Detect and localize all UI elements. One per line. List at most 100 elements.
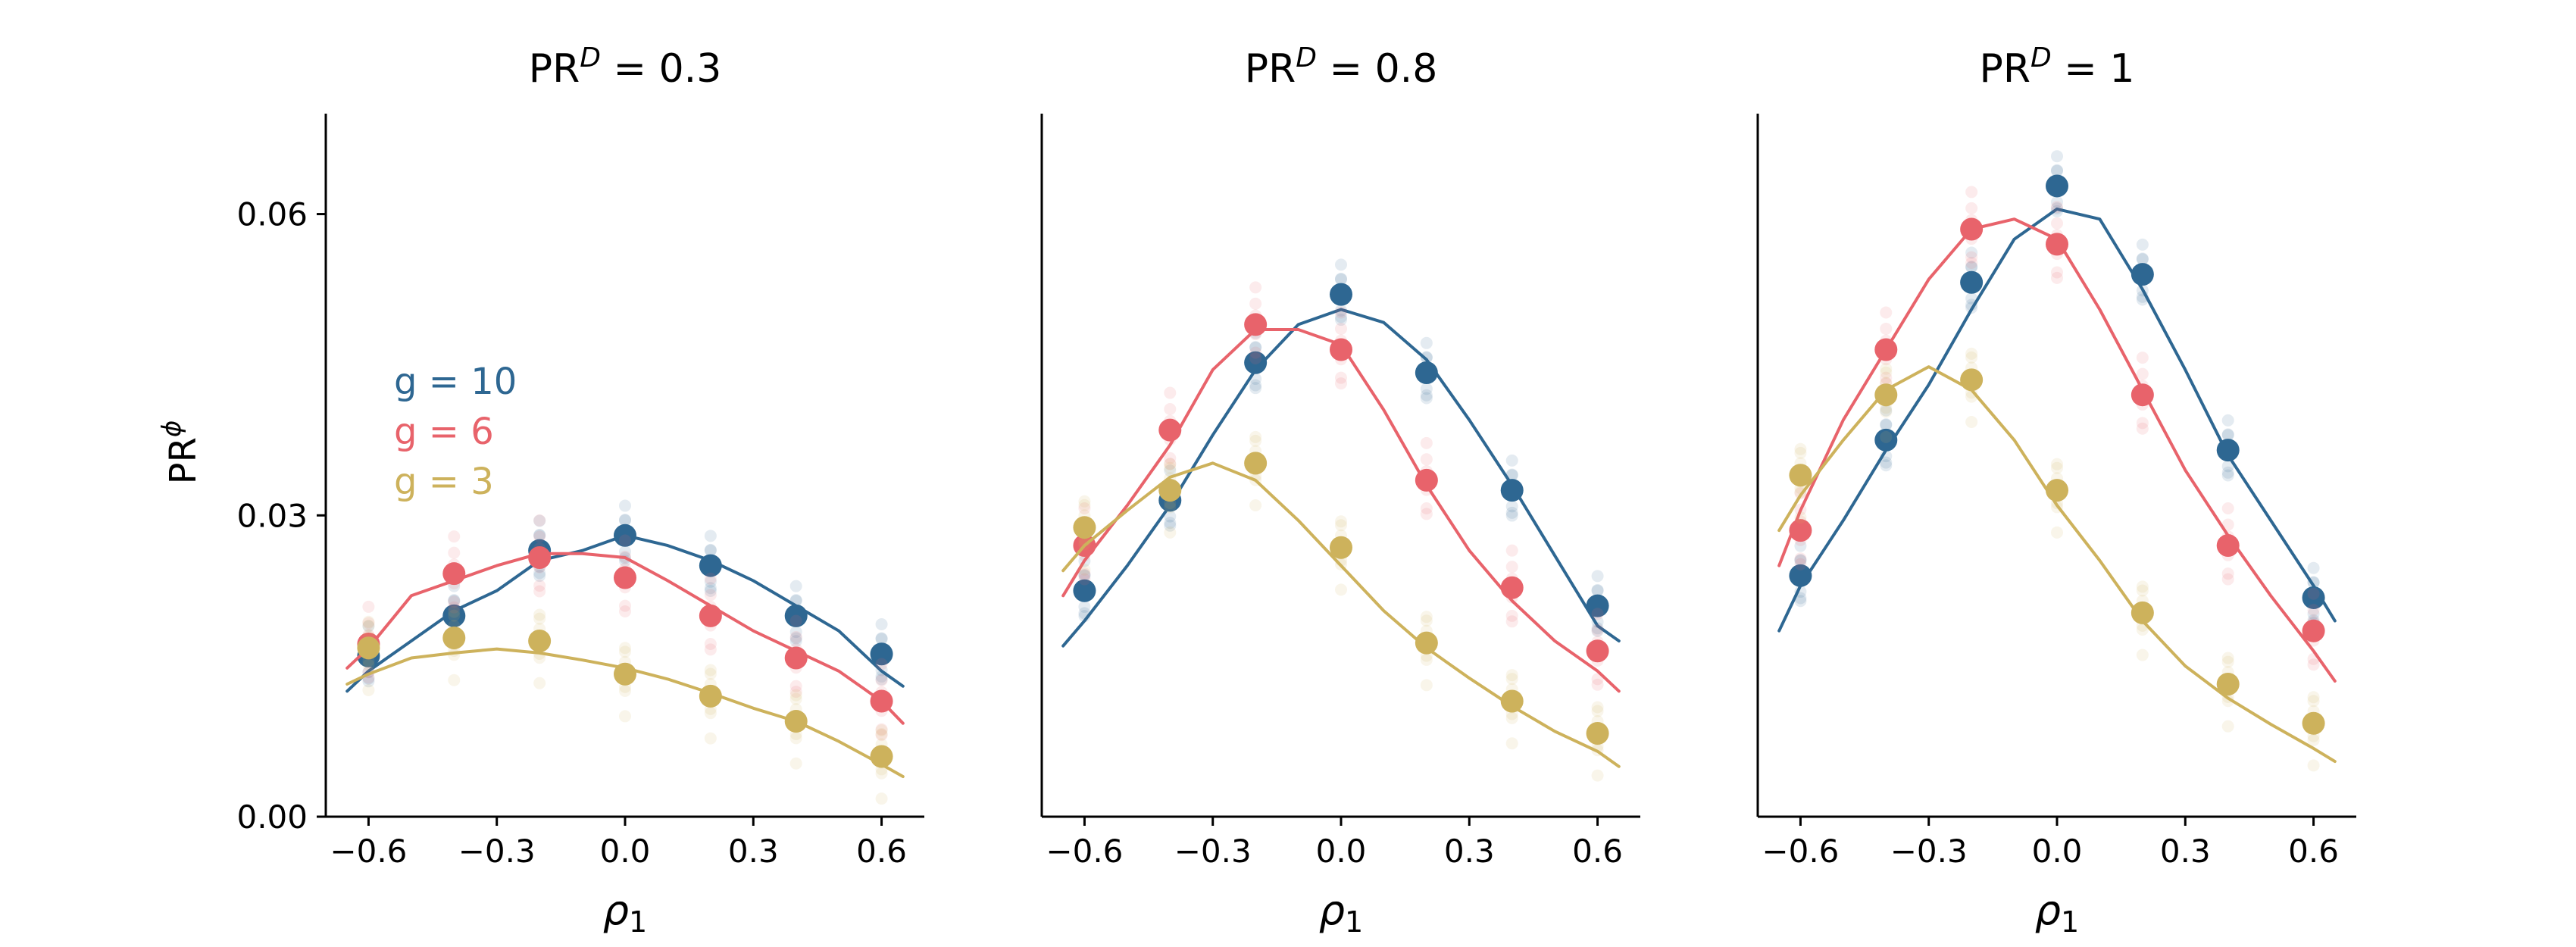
series-line-g6 (345, 552, 905, 725)
replicate-point (1880, 405, 1893, 418)
replicate-point (1880, 371, 1893, 384)
replicate-point (2136, 367, 2149, 380)
replicate-point (1335, 515, 1347, 528)
data-point-g6 (1789, 519, 1812, 542)
replicate-point (1880, 418, 1893, 431)
data-point-g3 (784, 710, 808, 733)
replicate-point (875, 792, 888, 805)
x-tick-label: −0.3 (1890, 833, 1968, 870)
data-point-g10 (699, 554, 722, 577)
replicate-point (1965, 251, 1978, 264)
replicate-point (1335, 583, 1347, 596)
replicate-point (1591, 584, 1604, 597)
x-tick-label: −0.6 (1046, 833, 1123, 870)
replicate-point (362, 683, 375, 696)
series-g6 (1777, 186, 2337, 683)
data-point-g6 (614, 566, 636, 589)
replicate-point (704, 643, 717, 656)
data-point-g10 (442, 604, 466, 627)
replicate-point (2051, 526, 2063, 539)
replicate-point (1965, 415, 1978, 428)
replicate-point (1591, 583, 1604, 596)
replicate-point (533, 514, 546, 527)
replicate-point (1880, 306, 1893, 319)
x-tick-label: −0.3 (458, 833, 536, 870)
replicate-point (619, 642, 631, 655)
replicate-point (448, 594, 461, 607)
replicate-point (2136, 584, 2149, 597)
replicate-point (1249, 499, 1262, 512)
x-tick-label: 0.0 (600, 833, 651, 870)
replicate-point (1078, 569, 1091, 582)
data-point-g6 (1960, 217, 1984, 241)
replicate-point (1965, 246, 1978, 259)
replicate-point (1880, 456, 1893, 469)
replicate-point (704, 637, 717, 650)
replicate-point (533, 585, 546, 598)
replicate-point (1335, 311, 1347, 323)
replicate-point (2307, 695, 2320, 708)
series-line-g6 (1777, 217, 2337, 683)
data-point-g10 (2046, 174, 2068, 198)
replicate-point (2221, 466, 2234, 479)
replicate-point (789, 635, 802, 648)
replicate-point (1965, 202, 1978, 214)
replicate-point (875, 617, 888, 630)
replicate-point (362, 617, 375, 630)
replicate-point (2221, 414, 2234, 427)
replicate-point (533, 677, 546, 689)
replicate-point (1335, 273, 1347, 286)
replicate-point (2307, 587, 2320, 600)
replicate-point (789, 686, 802, 699)
replicate-point (2136, 253, 2149, 266)
replicate-point (1164, 461, 1177, 474)
replicate-point (2221, 429, 2234, 442)
replicate-point (1505, 544, 1518, 557)
data-point-g6 (1158, 418, 1182, 442)
data-point-g6 (1586, 639, 1609, 663)
series-line-g10 (1777, 207, 2337, 633)
replicate-point (1164, 458, 1177, 470)
legend-entry-g6: g = 6 (394, 411, 494, 453)
replicate-point (1164, 403, 1177, 416)
data-point-g6 (1244, 313, 1268, 336)
panel-title: PRD = 0.8 (1245, 42, 1438, 92)
data-point-g3 (528, 630, 552, 652)
replicate-point (362, 600, 375, 613)
replicate-point (875, 724, 888, 736)
replicate-point (533, 570, 546, 583)
data-point-g10 (1244, 351, 1268, 374)
replicate-point (2051, 164, 2063, 177)
replicate-point (1880, 362, 1893, 375)
replicate-point (2307, 608, 2320, 620)
replicate-point (2051, 164, 2063, 177)
replicate-point (704, 664, 717, 677)
chart-panel-1: PRD = 0.3 −0.6 −0.3 0.0 0.3 0.6 0.00 0.03 0.06 ρ1 (236, 42, 924, 939)
replicate-point (2051, 195, 2063, 208)
replicate-point (1965, 257, 1978, 270)
replicate-point (704, 584, 717, 597)
replicate-point (2051, 150, 2063, 163)
replicate-point (2136, 352, 2149, 364)
replicate-point (448, 601, 461, 614)
replicate-point (1505, 609, 1518, 622)
data-point-g6 (2046, 233, 2068, 256)
series-line-g10 (1061, 308, 1621, 648)
data-point-g3 (1415, 631, 1438, 655)
replicate-point (448, 594, 461, 607)
x-tick-label: 0.0 (2032, 833, 2083, 870)
replicate-point (1505, 669, 1518, 682)
replicate-point (1794, 539, 1807, 552)
x-axis-label: ρ1 (603, 886, 647, 939)
replicate-point (875, 729, 888, 742)
data-point-g3 (870, 745, 893, 768)
chart-panel-3: PRD = 1 −0.6 −0.3 0.0 0.3 0.6 ρ1 (1756, 42, 2356, 939)
replicate-point (789, 626, 802, 639)
replicate-point (2051, 266, 2063, 279)
replicate-point (448, 595, 461, 608)
replicate-point (1794, 595, 1807, 608)
series-line-g3 (1061, 461, 1621, 768)
replicate-point (1335, 258, 1347, 271)
x-tick-label: 0.3 (2160, 833, 2211, 870)
